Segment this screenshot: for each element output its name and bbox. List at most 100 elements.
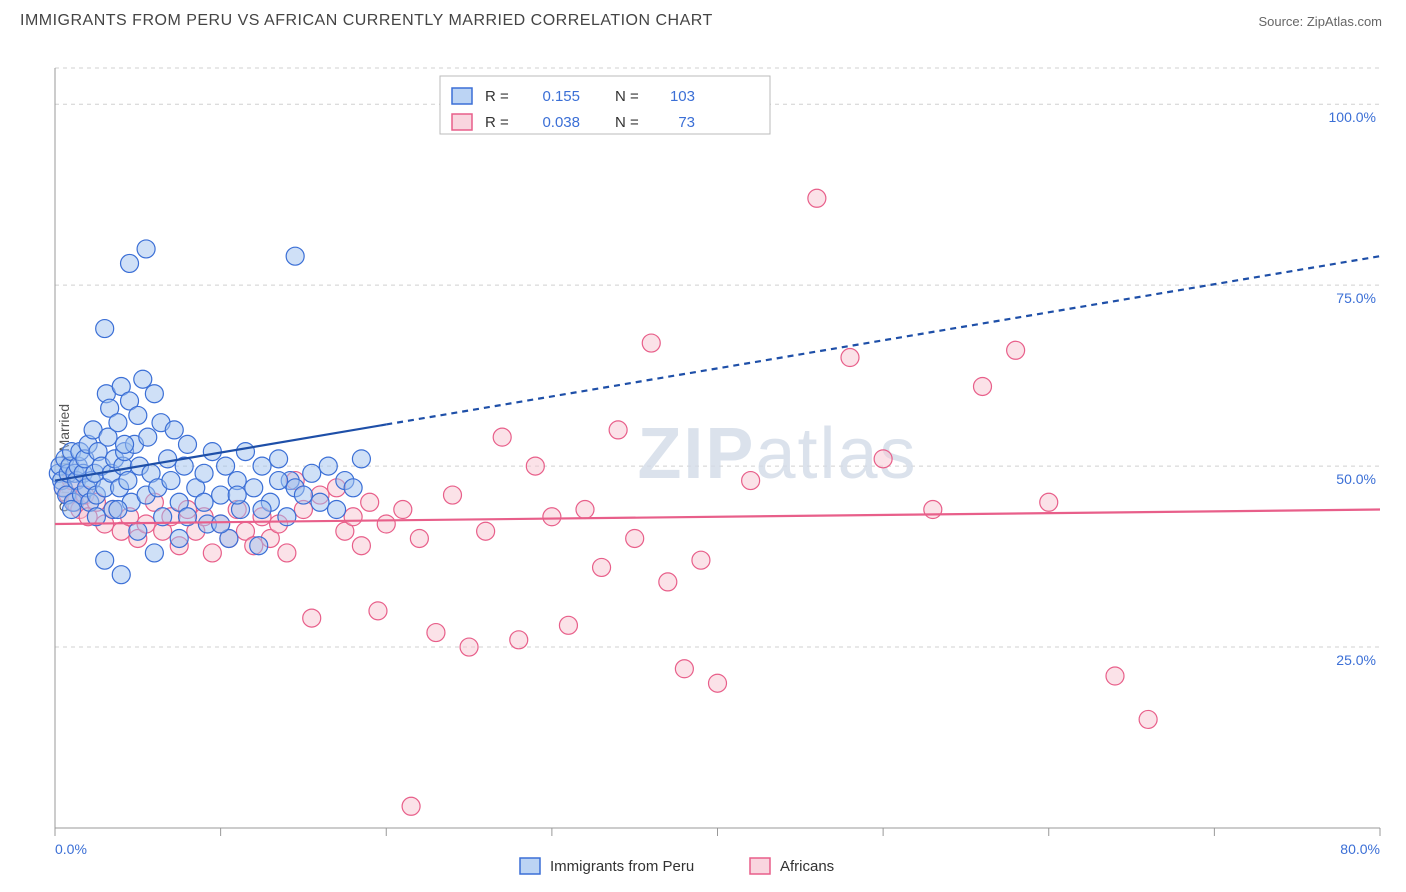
series-legend: Immigrants from Peru Africans: [520, 858, 834, 875]
data-point: [974, 377, 992, 395]
data-point: [129, 406, 147, 424]
chart-title: IMMIGRANTS FROM PERU VS AFRICAN CURRENTL…: [20, 12, 713, 30]
legend-swatch: [750, 858, 770, 874]
source-label: Source: ZipAtlas.com: [1258, 14, 1382, 29]
data-point: [477, 522, 495, 540]
data-point: [344, 479, 362, 497]
data-point: [659, 573, 677, 591]
data-point: [642, 334, 660, 352]
legend-swatch: [452, 114, 472, 130]
data-point: [109, 501, 127, 519]
data-point: [874, 450, 892, 468]
y-tick-label: 75.0%: [1336, 290, 1376, 306]
data-point: [692, 551, 710, 569]
data-point: [1106, 667, 1124, 685]
data-point: [352, 450, 370, 468]
data-point: [170, 529, 188, 547]
x-tick-label: 0.0%: [55, 841, 87, 857]
data-point: [245, 479, 263, 497]
legend-n-value: 103: [670, 88, 695, 105]
data-point: [675, 660, 693, 678]
data-point: [303, 609, 321, 627]
data-point: [319, 457, 337, 475]
data-point: [236, 443, 254, 461]
data-point: [145, 544, 163, 562]
data-point: [394, 501, 412, 519]
data-point: [559, 616, 577, 634]
data-point: [286, 247, 304, 265]
data-point: [444, 486, 462, 504]
data-point: [526, 457, 544, 475]
data-point: [270, 472, 288, 490]
legend-r-label: R =: [485, 88, 509, 105]
data-point: [212, 486, 230, 504]
data-point: [709, 674, 727, 692]
data-point: [626, 529, 644, 547]
data-point: [129, 522, 147, 540]
data-point: [278, 544, 296, 562]
data-point: [270, 450, 288, 468]
data-point: [493, 428, 511, 446]
legend-n-value: 73: [678, 114, 695, 131]
data-point: [294, 486, 312, 504]
data-point: [250, 537, 268, 555]
data-point: [1040, 493, 1058, 511]
data-point: [924, 501, 942, 519]
data-point: [460, 638, 478, 656]
legend-label: Africans: [780, 858, 834, 875]
data-point: [165, 421, 183, 439]
data-point: [576, 501, 594, 519]
legend-n-label: N =: [615, 114, 639, 131]
data-point: [116, 435, 134, 453]
correlation-legend: R =0.155N =103R =0.038N =73: [440, 76, 770, 134]
data-point: [328, 501, 346, 519]
data-point: [808, 189, 826, 207]
data-point: [253, 457, 271, 475]
data-point: [427, 624, 445, 642]
data-point: [228, 486, 246, 504]
data-point: [195, 464, 213, 482]
data-point: [402, 797, 420, 815]
y-tick-label: 50.0%: [1336, 471, 1376, 487]
data-point: [139, 428, 157, 446]
data-point: [179, 435, 197, 453]
data-point: [369, 602, 387, 620]
legend-swatch: [520, 858, 540, 874]
legend-swatch: [452, 88, 472, 104]
x-tick-label: 80.0%: [1340, 841, 1380, 857]
data-point: [212, 515, 230, 533]
data-point: [377, 515, 395, 533]
regression-line-dashed: [386, 256, 1380, 424]
data-point: [609, 421, 627, 439]
legend-n-label: N =: [615, 88, 639, 105]
data-point: [203, 443, 221, 461]
legend-label: Immigrants from Peru: [550, 858, 694, 875]
data-point: [593, 558, 611, 576]
data-point: [96, 320, 114, 338]
data-point: [145, 385, 163, 403]
y-tick-label: 100.0%: [1329, 109, 1376, 125]
data-point: [278, 508, 296, 526]
data-point: [109, 414, 127, 432]
data-point: [121, 254, 139, 272]
data-point: [742, 472, 760, 490]
data-point: [119, 472, 137, 490]
data-point: [303, 464, 321, 482]
data-point: [1139, 710, 1157, 728]
data-point: [344, 508, 362, 526]
data-point: [159, 450, 177, 468]
data-point: [841, 349, 859, 367]
data-point: [311, 493, 329, 511]
data-point: [96, 551, 114, 569]
legend-r-value: 0.155: [542, 88, 580, 105]
data-point: [361, 493, 379, 511]
data-point: [134, 370, 152, 388]
data-point: [162, 472, 180, 490]
data-point: [352, 537, 370, 555]
data-point: [217, 457, 235, 475]
data-point: [195, 493, 213, 511]
data-point: [510, 631, 528, 649]
y-tick-label: 25.0%: [1336, 652, 1376, 668]
legend-r-value: 0.038: [542, 114, 580, 131]
data-point: [253, 501, 271, 519]
